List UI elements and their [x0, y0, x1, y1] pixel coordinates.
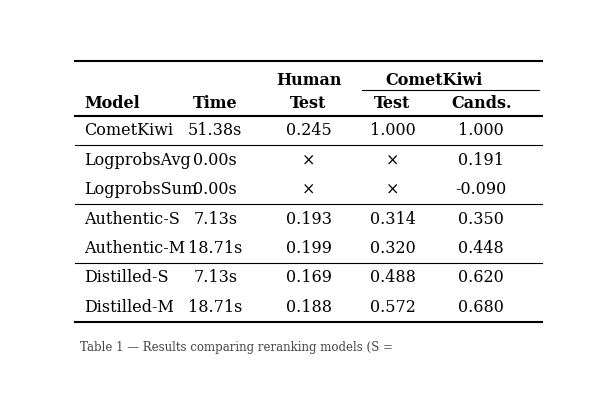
- Text: CometKiwi: CometKiwi: [84, 122, 174, 139]
- Text: 7.13s: 7.13s: [193, 210, 237, 227]
- Text: 18.71s: 18.71s: [188, 299, 243, 316]
- Text: 0.620: 0.620: [458, 269, 504, 286]
- Text: Test: Test: [290, 95, 327, 112]
- Text: ×: ×: [386, 181, 399, 198]
- Text: 0.572: 0.572: [370, 299, 415, 316]
- Text: 1.000: 1.000: [458, 122, 504, 139]
- Text: Distilled-M: Distilled-M: [84, 299, 175, 316]
- Text: Time: Time: [193, 95, 238, 112]
- Text: Authentic-M: Authentic-M: [84, 240, 185, 257]
- Text: 18.71s: 18.71s: [188, 240, 243, 257]
- Text: Distilled-S: Distilled-S: [84, 269, 169, 286]
- Text: Test: Test: [374, 95, 411, 112]
- Text: -0.090: -0.090: [456, 181, 507, 198]
- Text: LogprobsAvg: LogprobsAvg: [84, 152, 191, 168]
- Text: 0.245: 0.245: [286, 122, 331, 139]
- Text: ×: ×: [302, 152, 315, 168]
- Text: Authentic-S: Authentic-S: [84, 210, 181, 227]
- Text: 0.00s: 0.00s: [193, 181, 237, 198]
- Text: ×: ×: [302, 181, 315, 198]
- Text: 0.188: 0.188: [285, 299, 332, 316]
- Text: 0.191: 0.191: [458, 152, 504, 168]
- Text: 51.38s: 51.38s: [188, 122, 243, 139]
- Text: ×: ×: [386, 152, 399, 168]
- Text: 0.350: 0.350: [458, 210, 504, 227]
- Text: 0.680: 0.680: [458, 299, 504, 316]
- Text: 0.169: 0.169: [285, 269, 332, 286]
- Text: LogprobsSum: LogprobsSum: [84, 181, 198, 198]
- Text: 0.199: 0.199: [285, 240, 332, 257]
- Text: 0.320: 0.320: [370, 240, 415, 257]
- Text: Cands.: Cands.: [451, 95, 511, 112]
- Text: CometKiwi: CometKiwi: [386, 72, 483, 88]
- Text: Model: Model: [84, 95, 140, 112]
- Text: 0.448: 0.448: [458, 240, 504, 257]
- Text: 0.314: 0.314: [370, 210, 415, 227]
- Text: 0.488: 0.488: [370, 269, 415, 286]
- Text: Human: Human: [276, 72, 341, 88]
- Text: Table 1 — Results comparing reranking models (S =: Table 1 — Results comparing reranking mo…: [80, 341, 393, 354]
- Text: 1.000: 1.000: [370, 122, 415, 139]
- Text: 0.193: 0.193: [285, 210, 332, 227]
- Text: 7.13s: 7.13s: [193, 269, 237, 286]
- Text: 0.00s: 0.00s: [193, 152, 237, 168]
